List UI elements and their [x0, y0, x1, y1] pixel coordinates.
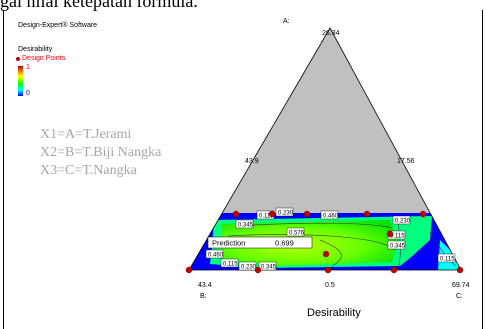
- contour-label: 0.115: [220, 258, 238, 268]
- contour-line: [227, 234, 397, 251]
- contour-label: 0.460: [320, 210, 339, 220]
- colorbar-min-label: 0: [26, 90, 30, 97]
- design-point: [232, 210, 240, 218]
- contour-label: 0.230: [275, 207, 294, 217]
- svg-text:0.460: 0.460: [208, 253, 224, 259]
- caption-text: gai nilai ketepatan formula.: [0, 0, 198, 11]
- prediction-box: Prediction 0.699: [207, 236, 313, 249]
- svg-text:0.230: 0.230: [395, 219, 411, 225]
- design-point: [185, 266, 193, 274]
- design-point: [303, 210, 311, 218]
- svg-text:0.115: 0.115: [259, 214, 274, 220]
- equation-x3: X3=C=T.Nangka: [40, 163, 137, 178]
- design-point: [324, 266, 332, 274]
- contour-label: 0.460: [205, 249, 224, 259]
- design-point: [363, 210, 371, 218]
- contour-label: 0.230: [392, 215, 411, 225]
- design-point: [419, 210, 427, 218]
- contour-labels: 0.115 0.230 0.460 0.345 0.576 0.230 0.11…: [205, 207, 455, 271]
- edge-right-label: 17.56: [397, 158, 415, 165]
- svg-text:0.230: 0.230: [278, 211, 294, 217]
- svg-text:0.460: 0.460: [323, 214, 339, 220]
- legend-colorbar: [18, 66, 23, 96]
- vertex-top-value: 26.34: [322, 30, 340, 37]
- contour-label: 0.230: [238, 261, 257, 271]
- svg-text:0.115: 0.115: [390, 234, 405, 240]
- legend-design-points: Design Points: [16, 55, 65, 62]
- contour-line: [319, 239, 342, 267]
- contour-label: 0.345: [235, 219, 254, 229]
- svg-text:0.230: 0.230: [241, 265, 257, 271]
- svg-text:0.115: 0.115: [440, 257, 455, 263]
- svg-text:0.345: 0.345: [238, 223, 254, 229]
- equation-x2: X2=B=T.Biji Nangka: [40, 145, 162, 160]
- svg-text:0.345: 0.345: [261, 265, 277, 271]
- edge-bottom-label: 0.5: [325, 282, 335, 289]
- design-point: [268, 210, 276, 218]
- contour-line: [429, 231, 457, 267]
- design-points: [185, 210, 464, 274]
- design-point: [322, 250, 330, 258]
- vertex-left-label: B:: [200, 293, 207, 300]
- contour-label: 0.115: [437, 253, 455, 263]
- x-axis-label: Desirability: [307, 307, 361, 319]
- design-point: [386, 230, 394, 238]
- vertex-right-value: 69.74: [452, 282, 470, 289]
- figure-frame: [3, 10, 483, 329]
- contour-label: 0.345: [387, 240, 406, 250]
- design-point: [254, 266, 262, 274]
- design-point: [390, 266, 398, 274]
- vertex-left-value: 43.4: [198, 282, 212, 289]
- equation-x1: X1=A=T.Jerami: [40, 127, 132, 142]
- svg-text:0.576: 0.576: [289, 231, 305, 237]
- legend-design-points-label: Design Points: [22, 55, 66, 62]
- colorbar-max-label: 1: [26, 64, 30, 71]
- svg-text:0.115: 0.115: [223, 262, 238, 268]
- contour-label: 0.345: [258, 261, 277, 271]
- contour-label: 0.576: [286, 227, 305, 237]
- vertex-top-label: A:: [283, 18, 290, 25]
- prediction-label: Prediction: [212, 239, 245, 248]
- contour-line: [235, 222, 393, 229]
- svg-text:0.345: 0.345: [390, 244, 406, 250]
- design-point: [456, 266, 464, 274]
- design-point-icon: [16, 56, 20, 61]
- edge-left-label: 43.9: [245, 158, 259, 165]
- legend-title: Desirability: [18, 46, 53, 53]
- vertex-right-label: C:: [456, 293, 463, 300]
- prediction-value: 0.699: [275, 239, 294, 248]
- software-label: Design-Expert® Software: [18, 22, 98, 29]
